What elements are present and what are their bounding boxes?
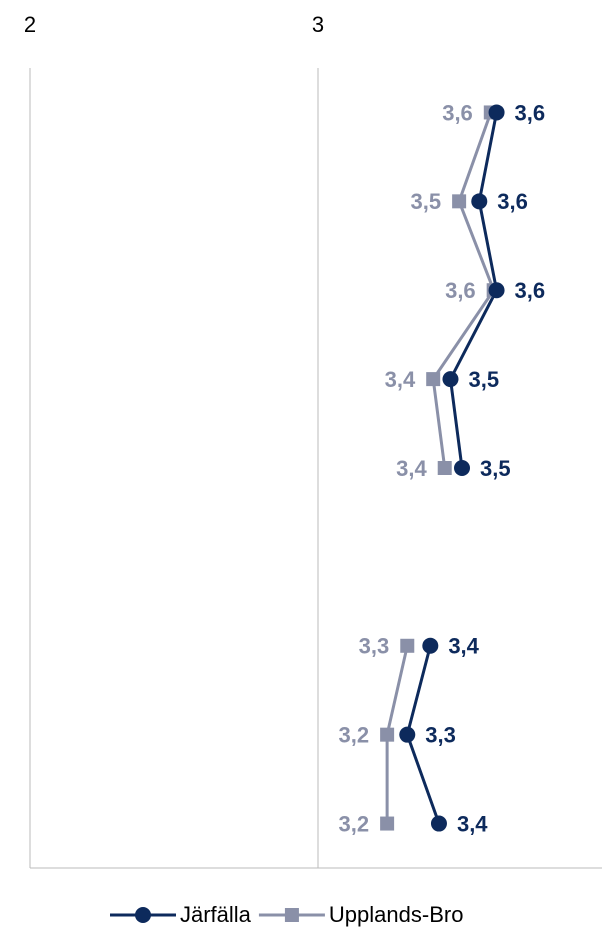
point: [488, 282, 505, 299]
point: [400, 638, 415, 653]
point: [430, 815, 447, 832]
legend-marker: [284, 908, 299, 922]
data-label: 3,5: [468, 367, 499, 392]
data-label: 3,6: [445, 278, 476, 303]
data-label: 3,3: [425, 722, 456, 747]
data-label: 3,4: [448, 634, 479, 659]
point: [380, 816, 395, 831]
legend-label: Upplands-Bro: [329, 902, 464, 927]
point: [471, 193, 488, 210]
point: [454, 460, 470, 476]
data-label: 3,3: [359, 634, 390, 659]
data-label: 3,4: [396, 456, 427, 481]
x-tick-label: 2: [24, 12, 36, 37]
point: [488, 104, 505, 121]
data-label: 3,6: [497, 189, 528, 214]
x-tick-label: 3: [312, 12, 324, 37]
point: [380, 727, 395, 742]
point: [452, 194, 467, 209]
data-label: 3,6: [515, 100, 546, 125]
data-label: 3,2: [339, 811, 370, 836]
legend-label: Järfälla: [180, 902, 252, 927]
data-label: 3,6: [442, 100, 473, 125]
data-label: 3,4: [385, 367, 416, 392]
point: [426, 372, 441, 387]
data-label: 3,5: [411, 189, 442, 214]
point: [437, 461, 452, 475]
legend-marker: [135, 907, 151, 923]
data-label: 3,4: [457, 811, 488, 836]
point: [442, 371, 459, 388]
point: [399, 726, 416, 743]
data-label: 3,2: [339, 722, 370, 747]
point: [422, 637, 439, 654]
data-label: 3,6: [515, 278, 546, 303]
data-label: 3,5: [480, 456, 511, 481]
